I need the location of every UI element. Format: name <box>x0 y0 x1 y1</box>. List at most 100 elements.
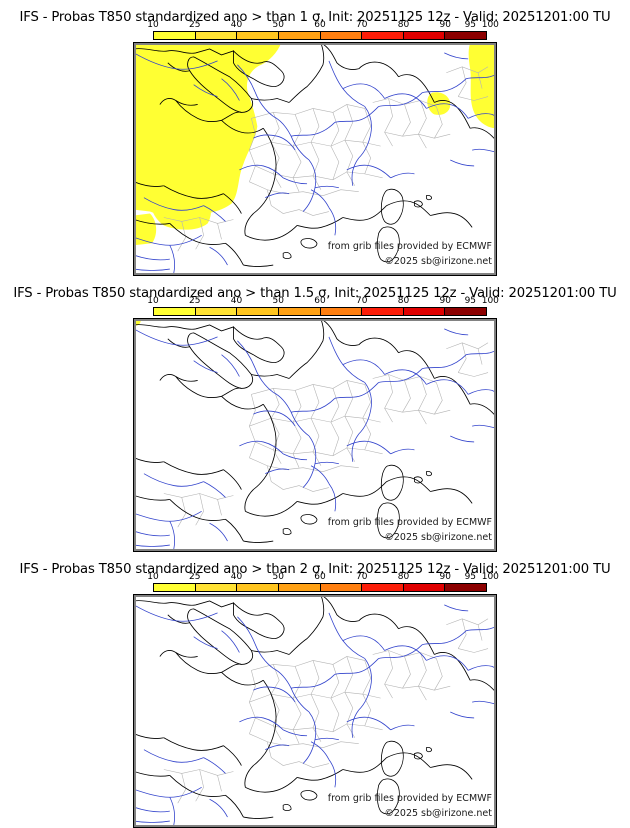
colorbar-tick-50: 50 <box>272 20 284 30</box>
map-frame-border-3 <box>134 595 496 827</box>
colorbar-tick-40: 40 <box>230 296 243 306</box>
colorbar-tick-70: 70 <box>356 296 368 306</box>
colorbar-segment-25-40 <box>195 32 238 39</box>
colorbar-labels-1: 10 25 40 50 60 70 80 90 95 100 <box>147 20 499 31</box>
prob-area-25-channel <box>167 43 204 101</box>
coastlines-borders <box>134 595 496 819</box>
map-canvas-3[interactable]: from grib files provided by ECMWF ©2025 … <box>133 594 497 828</box>
colorbar-tick-95: 95 <box>464 572 477 582</box>
colorbar-segment-60-70 <box>320 584 363 591</box>
colorbar-segment-50-60 <box>278 308 321 315</box>
map-svg-2 <box>134 319 496 551</box>
colorbar-tick-60: 60 <box>314 20 326 30</box>
colorbar-segment-70-80 <box>362 32 404 39</box>
coastlines-borders <box>134 43 496 267</box>
map-source-attribution-1: from grib files provided by ECMWF <box>327 241 492 252</box>
colorbar-segment-90-100 <box>445 308 486 315</box>
admin-boundaries <box>163 618 489 804</box>
colorbar-tick-100: 100 <box>481 572 499 582</box>
colorbar-tick-60: 60 <box>314 572 326 582</box>
colorbar-tick-25: 25 <box>189 296 201 306</box>
colorbar-tick-70: 70 <box>356 572 368 582</box>
coastlines-borders <box>134 319 496 543</box>
colorbar-tick-50: 50 <box>272 296 284 306</box>
prob-area-east <box>468 43 496 129</box>
colorbar-tick-90: 90 <box>439 20 451 30</box>
map-svg-1 <box>134 43 496 275</box>
colorbar-labels-3: 10 25 40 50 60 70 80 90 95 100 <box>147 572 499 583</box>
map-source-attribution-3: from grib files provided by ECMWF <box>327 793 492 804</box>
map-canvas-1[interactable]: from grib files provided by ECMWF ©2025 … <box>133 42 497 276</box>
colorbar-segment-10-25 <box>154 308 196 315</box>
colorbar-segment-25-40 <box>195 584 238 591</box>
admin-boundaries <box>163 342 489 528</box>
probability-shading-1 <box>134 43 496 246</box>
map-panel-1: IFS - Probas T850 standardized ano > tha… <box>0 0 630 276</box>
colorbar-tick-40: 40 <box>230 572 243 582</box>
colorbar-tick-80: 80 <box>397 572 410 582</box>
colorbar-segment-50-60 <box>278 32 321 39</box>
colorbar-tick-100: 100 <box>481 296 499 306</box>
colorbar-tick-80: 80 <box>397 296 410 306</box>
map-copyright-2: ©2025 sb@irizone.net <box>384 532 492 543</box>
colorbar-segment-10-25 <box>154 32 196 39</box>
rivers <box>134 52 496 274</box>
corsica-sardinia-islands <box>282 188 432 263</box>
colorbar-tick-25: 25 <box>189 20 201 30</box>
map-frame-border-2 <box>134 319 496 551</box>
colorbar-tick-70: 70 <box>356 20 368 30</box>
colorbar-tick-95: 95 <box>464 20 477 30</box>
colorbar-tick-60: 60 <box>314 296 326 306</box>
rivers <box>134 328 496 550</box>
colorbar-segment-80-90 <box>403 308 446 315</box>
colorbar-segment-40-50 <box>237 32 279 39</box>
colorbar-2: 10 25 40 50 60 70 80 90 95 100 <box>147 296 499 318</box>
panel-title-2: IFS - Probas T850 standardized ano > tha… <box>13 286 617 301</box>
colorbar-tick-10: 10 <box>147 572 159 582</box>
colorbar-segment-90-100 <box>445 584 486 591</box>
colorbar-tick-90: 90 <box>439 572 451 582</box>
rivers <box>134 604 496 826</box>
colorbar-segment-40-50 <box>237 308 279 315</box>
panel-title-3: IFS - Probas T850 standardized ano > tha… <box>19 562 611 577</box>
colorbar-1: 10 25 40 50 60 70 80 90 95 100 <box>147 20 499 42</box>
colorbar-segment-25-40 <box>195 308 238 315</box>
map-copyright-3: ©2025 sb@irizone.net <box>384 808 492 819</box>
colorbar-gradient-2 <box>153 307 487 316</box>
corsica-sardinia-islands <box>282 464 432 539</box>
colorbar-segment-50-60 <box>278 584 321 591</box>
colorbar-segment-40-50 <box>237 584 279 591</box>
map-svg-3 <box>134 595 496 827</box>
colorbar-tick-80: 80 <box>397 20 410 30</box>
colorbar-segment-10-25 <box>154 584 196 591</box>
colorbar-tick-100: 100 <box>481 20 499 30</box>
map-panel-2: IFS - Probas T850 standardized ano > tha… <box>0 276 630 552</box>
colorbar-tick-50: 50 <box>272 572 284 582</box>
colorbar-tick-95: 95 <box>464 296 477 306</box>
colorbar-segment-80-90 <box>403 584 446 591</box>
map-source-attribution-2: from grib files provided by ECMWF <box>327 517 492 528</box>
colorbar-segment-90-100 <box>445 32 486 39</box>
map-copyright-1: ©2025 sb@irizone.net <box>384 256 492 267</box>
colorbar-tick-25: 25 <box>189 572 201 582</box>
map-frame-border-1 <box>134 43 496 275</box>
corsica-sardinia-islands <box>282 740 432 815</box>
prob-area-alps-e <box>427 92 451 115</box>
colorbar-tick-90: 90 <box>439 296 451 306</box>
map-panel-3: IFS - Probas T850 standardized ano > tha… <box>0 552 630 828</box>
colorbar-3: 10 25 40 50 60 70 80 90 95 100 <box>147 572 499 594</box>
colorbar-tick-40: 40 <box>230 20 243 30</box>
colorbar-tick-10: 10 <box>147 296 159 306</box>
colorbar-segment-70-80 <box>362 308 404 315</box>
colorbar-labels-2: 10 25 40 50 60 70 80 90 95 100 <box>147 296 499 307</box>
colorbar-segment-60-70 <box>320 308 363 315</box>
colorbar-gradient-1 <box>153 31 487 40</box>
map-canvas-2[interactable]: from grib files provided by ECMWF ©2025 … <box>133 318 497 552</box>
admin-boundaries <box>163 66 489 252</box>
colorbar-gradient-3 <box>153 583 487 592</box>
colorbar-segment-80-90 <box>403 32 446 39</box>
colorbar-segment-70-80 <box>362 584 404 591</box>
colorbar-tick-10: 10 <box>147 20 159 30</box>
colorbar-segment-60-70 <box>320 32 363 39</box>
